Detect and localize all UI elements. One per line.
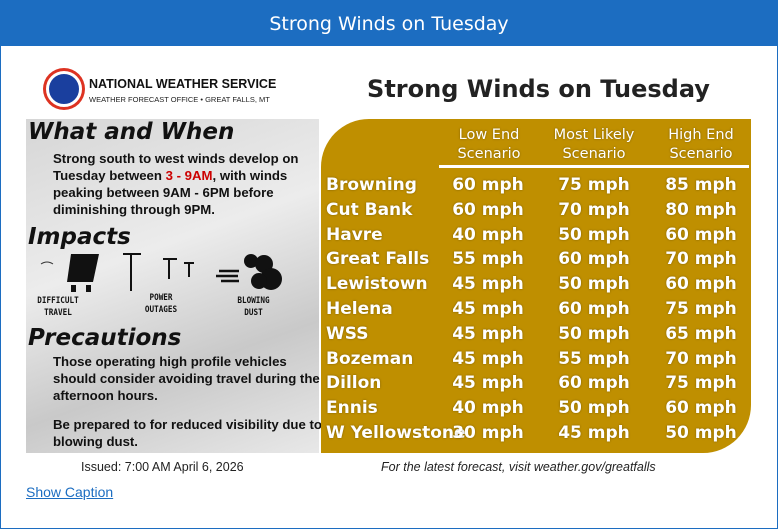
wind-value: 60 mph [452,175,524,195]
what-text: Strong south to west winds develop on Tu… [53,151,299,217]
location-name: Browning [326,175,417,195]
wind-value: 30 mph [452,423,524,443]
header-high: High End Scenario [668,127,734,162]
issued-time: Issued: 7:00 AM April 6, 2026 [81,460,244,474]
location-name: Dillon [326,373,382,394]
table-row: Cut Bank 60 mph 70 mph 80 mph [321,200,751,224]
wind-value: 75 mph [665,299,737,319]
wind-value: 45 mph [452,373,524,394]
precautions-heading: Precautions [28,325,182,351]
header-low: Low End Scenario [457,127,521,162]
nws-logo [46,71,82,107]
wind-value: 50 mph [558,398,630,419]
wind-value: 60 mph [558,249,630,270]
wind-value: 70 mph [665,348,737,369]
wind-table: Low End Scenario Most Likely Scenario Hi… [321,119,751,453]
impact-icons [40,253,282,292]
wind-value: 40 mph [452,224,524,245]
impact-difficult-travel: DIFFICULT TRAVEL [37,296,79,318]
wind-value: 45 mph [452,323,524,344]
wind-value: 40 mph [452,398,524,419]
wind-value: 60 mph [558,373,630,394]
location-name: Bozeman [326,348,414,369]
wind-value: 75 mph [558,175,630,195]
wind-value: 45 mph [452,274,524,295]
forecast-link-text: For the latest forecast, visit weather.g… [381,460,656,474]
table-row: Ennis 40 mph 50 mph 60 mph [321,398,751,422]
wind-value: 50 mph [558,224,630,245]
wind-value: 85 mph [665,175,737,195]
wind-value: 60 mph [665,398,737,419]
show-caption-link[interactable]: Show Caption [26,484,114,500]
header-likely: Most Likely Scenario [553,127,635,162]
table-row: Browning 60 mph 75 mph 85 mph [321,175,751,199]
wind-value: 70 mph [665,249,737,270]
wind-value: 75 mph [665,373,737,394]
wind-value: 60 mph [452,199,524,220]
table-row: Helena 45 mph 60 mph 75 mph [321,299,751,323]
table-row: Lewistown 45 mph 50 mph 60 mph [321,274,751,298]
impacts-heading: Impacts [28,224,131,250]
table-row: Dillon 45 mph 60 mph 75 mph [321,373,751,397]
wind-value: 45 mph [452,348,524,369]
info-panel: What and When Strong south to west winds… [26,119,322,453]
location-name: Cut Bank [326,199,413,220]
table-row: Bozeman 45 mph 55 mph 70 mph [321,349,751,373]
table-row: Great Falls 55 mph 60 mph 70 mph [321,249,751,273]
wind-value: 45 mph [452,299,524,319]
location-name: Great Falls [326,249,430,270]
power-lines-icon [123,253,194,291]
precaution-2: Be prepared to for reduced visibility du… [53,417,322,449]
precaution-1: Those operating high profile vehicles sh… [53,354,320,403]
location-name: WSS [326,323,369,344]
table-row: WSS 45 mph 50 mph 65 mph [321,324,751,348]
header-divider [439,165,749,168]
location-name: W Yellowstone [326,423,466,443]
location-name: Havre [326,224,383,245]
wind-value: 60 mph [665,224,737,245]
wind-value: 70 mph [558,199,630,220]
wind-value: 65 mph [665,323,737,344]
table-row: Havre 40 mph 50 mph 60 mph [321,225,751,249]
wind-value: 55 mph [558,348,630,369]
what-heading: What and When [28,119,235,145]
location-name: Helena [326,299,393,319]
dust-cloud-icon [216,254,282,290]
wind-value: 55 mph [452,249,524,270]
truck-wind-icon [40,254,99,292]
impact-power-outages: POWER OUTAGES [144,293,178,315]
wind-value: 60 mph [665,274,737,295]
wind-value: 50 mph [558,274,630,295]
agency-name: NATIONAL WEATHER SERVICE [89,77,277,91]
wind-value: 80 mph [665,199,737,220]
dialog-title: Strong Winds on Tuesday [1,1,777,46]
wind-value: 45 mph [558,423,630,443]
graphic-title: Strong Winds on Tuesday [367,75,710,103]
location-name: Ennis [326,398,378,419]
impact-blowing-dust: BLOWING DUST [237,296,270,318]
wind-value: 50 mph [665,423,737,443]
wind-value: 50 mph [558,323,630,344]
office-name: WEATHER FORECAST OFFICE • GREAT FALLS, M… [89,95,270,104]
wind-value: 60 mph [558,299,630,319]
table-row: W Yellowstone 30 mph 45 mph 50 mph [321,423,751,447]
location-name: Lewistown [326,274,428,295]
